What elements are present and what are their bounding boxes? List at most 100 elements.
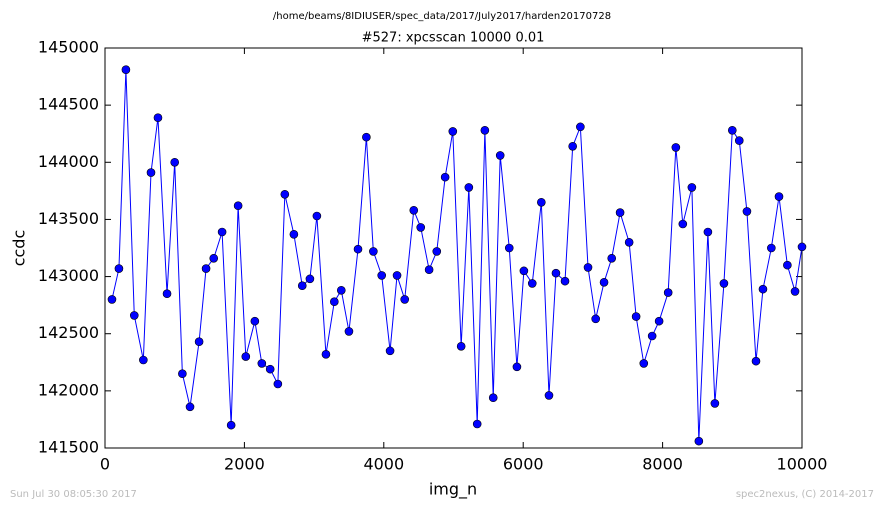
data-point <box>576 122 585 132</box>
y-tick-label: 144500 <box>38 95 99 114</box>
data-point <box>305 274 315 284</box>
data-point <box>671 143 681 152</box>
data-point <box>767 243 776 253</box>
data-point <box>385 346 395 356</box>
y-tick-label: 144000 <box>38 152 99 171</box>
data-point <box>139 355 148 365</box>
footer-right: spec2nexus, (C) 2014-2017 <box>736 489 874 500</box>
data-point <box>488 393 498 403</box>
data-point <box>107 295 117 304</box>
data-point <box>480 125 490 135</box>
data-point <box>226 420 236 430</box>
data-point <box>751 356 761 366</box>
data-point <box>121 65 131 75</box>
data-point <box>591 314 600 324</box>
data-point <box>639 359 649 368</box>
data-point <box>289 229 299 239</box>
y-axis-label: ccdc <box>10 230 29 267</box>
data-point <box>790 287 800 296</box>
data-point <box>217 227 227 237</box>
data-point <box>710 399 720 408</box>
data-point <box>257 359 267 368</box>
data-point <box>273 379 283 389</box>
data-point <box>432 247 442 256</box>
data-point <box>297 281 307 291</box>
y-tick-label: 143500 <box>38 209 99 228</box>
data-point <box>362 132 371 142</box>
y-tick-label: 142500 <box>38 323 99 342</box>
data-point <box>537 197 546 207</box>
data-point <box>631 312 641 321</box>
data-point <box>377 271 387 280</box>
data-point <box>162 289 172 299</box>
data-point <box>464 183 474 192</box>
data-point <box>456 341 466 351</box>
data-point <box>694 436 704 446</box>
data-point <box>178 369 187 379</box>
x-tick-label: 0 <box>100 455 110 474</box>
data-point <box>170 157 179 167</box>
data-point <box>448 127 458 136</box>
data-point <box>797 242 807 252</box>
data-point <box>624 237 634 247</box>
data-point <box>201 264 211 273</box>
data-point <box>241 352 251 361</box>
data-point <box>615 208 625 217</box>
data-line <box>111 69 803 442</box>
data-point <box>687 183 697 192</box>
data-point <box>568 141 577 151</box>
data-point <box>504 243 514 253</box>
data-point <box>495 151 505 160</box>
data-point <box>233 201 243 211</box>
data-point <box>265 364 275 374</box>
data-point <box>129 311 139 320</box>
data-point <box>703 227 713 237</box>
data-point <box>654 316 664 326</box>
y-tick-label: 143000 <box>38 266 99 285</box>
x-tick-label: 8000 <box>642 455 683 474</box>
footer-left: Sun Jul 30 08:05:30 2017 <box>10 489 137 500</box>
data-point <box>734 136 744 145</box>
data-point <box>424 265 434 275</box>
y-tick-label: 142000 <box>38 380 99 399</box>
data-point <box>400 295 410 304</box>
data-point <box>440 172 450 182</box>
data-point <box>663 288 673 297</box>
data-point <box>758 284 768 294</box>
y-tick-label: 141500 <box>38 438 99 457</box>
data-point <box>527 279 537 288</box>
data-point <box>312 211 322 221</box>
data-point <box>583 263 593 272</box>
data-point <box>774 192 784 201</box>
data-point <box>209 253 219 263</box>
data-point <box>353 244 363 254</box>
data-point <box>599 277 609 287</box>
data-point <box>330 297 339 307</box>
data-point <box>607 253 617 263</box>
x-tick-label: 4000 <box>363 455 404 474</box>
x-tick-label: 6000 <box>503 455 544 474</box>
data-point <box>369 247 378 256</box>
data-point <box>321 349 331 359</box>
data-point <box>153 113 163 123</box>
x-tick-label: 2000 <box>224 455 265 474</box>
data-point <box>560 276 570 286</box>
data-point <box>280 189 290 199</box>
data-point <box>551 268 561 278</box>
data-point <box>472 419 482 429</box>
data-point <box>185 402 195 412</box>
data-point <box>416 223 426 232</box>
x-tick-label: 10000 <box>777 455 828 474</box>
data-point <box>783 260 792 270</box>
y-tick-label: 145000 <box>38 38 99 57</box>
data-point <box>647 331 657 341</box>
data-point <box>344 327 354 336</box>
data-point <box>742 207 752 216</box>
data-point <box>250 316 260 326</box>
data-point <box>519 266 529 276</box>
data-point <box>512 362 522 372</box>
chart-subtitle: #527: xpcsscan 10000 0.01 <box>362 31 545 46</box>
data-point <box>392 271 402 280</box>
x-axis-label: img_n <box>429 480 477 500</box>
data-point <box>678 219 688 229</box>
